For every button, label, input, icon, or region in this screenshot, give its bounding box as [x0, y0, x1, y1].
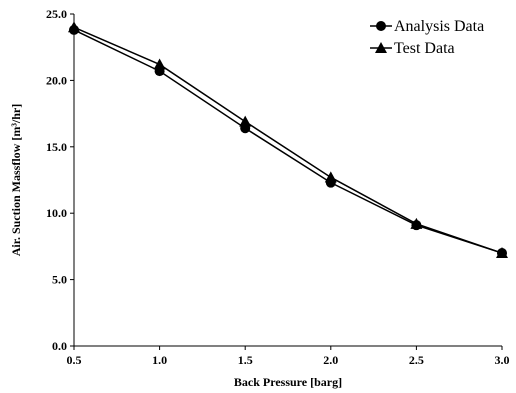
- data-point-test: [324, 171, 337, 183]
- legend-marker-triangle: [375, 42, 387, 53]
- y-tick-label: 20.0: [46, 73, 67, 87]
- x-axis-label: Back Pressure [barg]: [234, 375, 342, 389]
- x-tick-label: 2.5: [409, 353, 424, 367]
- chart-series: [68, 21, 508, 259]
- x-tick-label: 3.0: [495, 353, 510, 367]
- x-axis-ticks: 0.5 1.0 1.5 2.0 2.5 3.0: [67, 346, 510, 367]
- x-tick-label: 1.0: [152, 353, 167, 367]
- data-point-test: [68, 21, 80, 33]
- y-tick-label: 5.0: [52, 273, 67, 287]
- legend: Analysis Data Test Data: [370, 18, 484, 57]
- y-axis-ticks: 0.0 5.0 10.0 15.0 20.0 25.0: [46, 7, 74, 353]
- x-tick-label: 0.5: [67, 353, 82, 367]
- legend-marker-circle: [376, 21, 386, 31]
- data-point-test: [410, 217, 423, 229]
- x-tick-label: 2.0: [323, 353, 338, 367]
- y-tick-label: 25.0: [46, 7, 67, 21]
- chart-axes: [73, 14, 502, 347]
- legend-item-analysis: Analysis Data: [370, 18, 484, 35]
- legend-label-test: Test Data: [394, 40, 455, 57]
- data-point-test: [239, 115, 252, 127]
- legend-label-analysis: Analysis Data: [394, 18, 484, 35]
- y-tick-label: 0.0: [52, 339, 67, 353]
- data-point-test: [153, 58, 166, 70]
- y-axis-label: Air. Suction Massflow [m³/hr]: [9, 104, 23, 256]
- y-tick-label: 10.0: [46, 206, 67, 220]
- legend-item-test: Test Data: [370, 40, 455, 57]
- y-tick-label: 15.0: [46, 140, 67, 154]
- series-line-analysis: [73, 29, 503, 254]
- data-point-test: [496, 247, 508, 259]
- series-line-test: [73, 26, 503, 254]
- x-tick-label: 1.5: [238, 353, 253, 367]
